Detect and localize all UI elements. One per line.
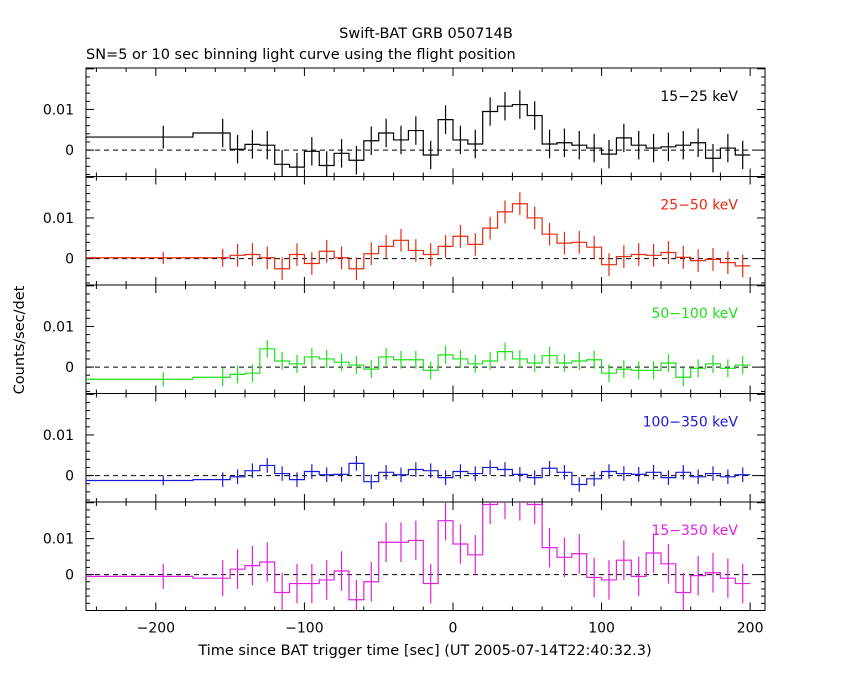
x-tick-label: −100 bbox=[285, 621, 323, 637]
panel-3: 0 0.01 50−100 keV bbox=[43, 284, 766, 394]
y-axis-label: Counts/sec/det bbox=[12, 285, 28, 394]
panel-frame bbox=[85, 176, 766, 286]
y-tick-label: 0.01 bbox=[43, 102, 74, 118]
y-tick-label: 0 bbox=[65, 360, 74, 376]
panels-group: 0 0.01 15−25 keV 0 0.01 25−50 keV 0 0.01 50−100 … bbox=[43, 67, 766, 637]
x-tick-label: 0 bbox=[449, 621, 458, 637]
y-tick-label: 0 bbox=[65, 469, 74, 485]
panel-frame bbox=[85, 501, 766, 611]
panel-frame bbox=[85, 393, 766, 503]
panel-5: 0 0.01 15−350 keV −200 −100 0 100 200 bbox=[43, 501, 766, 637]
series-clip-group bbox=[86, 456, 751, 492]
x-tick-label: 100 bbox=[588, 621, 615, 637]
panel-frame bbox=[85, 284, 766, 394]
band-label: 15−350 keV bbox=[651, 523, 738, 539]
series-step-line bbox=[86, 203, 751, 270]
panel-4: 0 0.01 100−350 keV bbox=[43, 393, 766, 503]
panel-frame bbox=[85, 67, 766, 177]
y-tick-label: 0 bbox=[65, 568, 74, 584]
series-step-line bbox=[86, 502, 751, 601]
series-clip-group bbox=[86, 502, 751, 611]
x-tick-label: 200 bbox=[737, 621, 764, 637]
series-step-line bbox=[86, 462, 751, 486]
chart-title: Swift-BAT GRB 050714B bbox=[339, 26, 513, 42]
series-step-line bbox=[86, 103, 751, 168]
series-clip-group bbox=[86, 339, 751, 387]
y-tick-label: 0.01 bbox=[43, 428, 74, 444]
y-tick-label: 0.01 bbox=[43, 211, 74, 227]
chart-subtitle: SN=5 or 10 sec binning light curve using… bbox=[86, 47, 516, 63]
y-tick-label: 0 bbox=[65, 143, 74, 159]
series-clip-group bbox=[86, 192, 751, 281]
band-label: 50−100 keV bbox=[651, 306, 738, 322]
x-tick-label: −200 bbox=[137, 621, 175, 637]
panel-1: 0 0.01 15−25 keV bbox=[43, 67, 766, 177]
band-label: 25−50 keV bbox=[660, 198, 738, 214]
y-tick-label: 0.01 bbox=[43, 319, 74, 335]
series-step-line bbox=[86, 348, 751, 380]
y-tick-label: 0.01 bbox=[43, 532, 74, 548]
panel-2: 0 0.01 25−50 keV bbox=[43, 176, 766, 286]
series-clip-group bbox=[86, 90, 751, 177]
band-label: 100−350 keV bbox=[643, 415, 739, 431]
band-label: 15−25 keV bbox=[660, 89, 738, 105]
x-axis-label: Time since BAT trigger time [sec] (UT 20… bbox=[197, 643, 651, 659]
y-tick-label: 0 bbox=[65, 252, 74, 268]
